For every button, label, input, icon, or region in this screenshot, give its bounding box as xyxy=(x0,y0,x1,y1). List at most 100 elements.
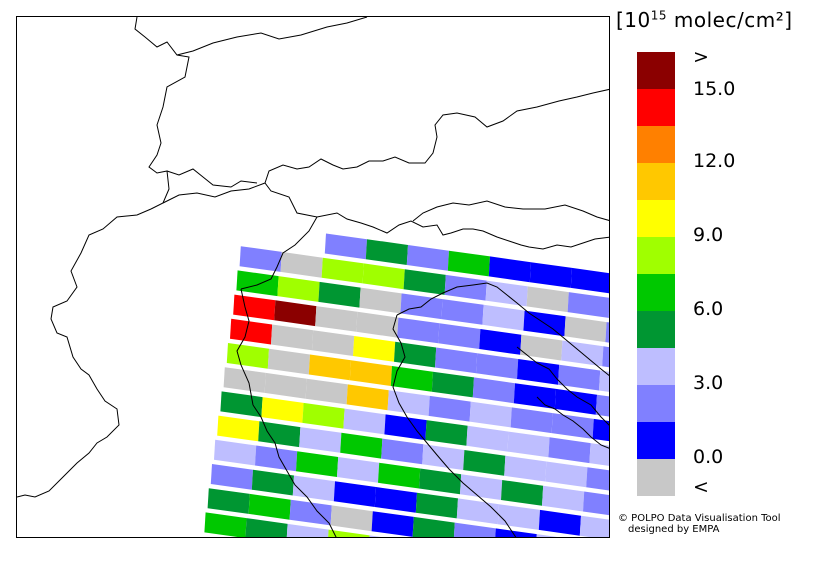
swath-pixel xyxy=(318,281,361,308)
swath-pixel xyxy=(415,492,458,519)
swath-pixel xyxy=(453,522,496,537)
swath-pixel xyxy=(346,384,389,411)
swath-pixel xyxy=(592,418,609,442)
legend-swatch xyxy=(637,274,675,311)
swath-pixel xyxy=(599,370,609,392)
swath-pixel xyxy=(586,467,609,491)
swath-pixel xyxy=(579,515,609,537)
swath-pixel xyxy=(305,378,348,405)
swath-pixel xyxy=(495,528,537,537)
coastline xyxy=(396,282,609,377)
swath-pixel xyxy=(271,324,314,351)
swath-pixel xyxy=(277,276,320,302)
swath-pixel xyxy=(353,336,396,362)
swath-pixel xyxy=(365,239,408,265)
swath-pixel xyxy=(536,534,558,537)
legend-swatch xyxy=(637,459,675,496)
swath-pixel xyxy=(469,401,512,428)
swath-pixel xyxy=(476,353,519,379)
swath-pixel xyxy=(274,300,317,327)
swath-pixel xyxy=(567,292,609,318)
legend-label: 0.0 xyxy=(693,446,724,468)
swath-pixel xyxy=(369,535,382,537)
coastline xyxy=(236,288,254,406)
legend-label: > xyxy=(693,46,709,68)
swath-pixel xyxy=(236,270,279,297)
legend-label: 6.0 xyxy=(693,298,724,320)
swath-pixel xyxy=(447,250,490,277)
swath-pixel xyxy=(504,455,547,482)
border-line xyxy=(264,88,609,184)
swath-pixel xyxy=(207,488,250,514)
coastline xyxy=(392,314,517,537)
swath-pixel xyxy=(328,529,370,537)
swath-pixel xyxy=(554,388,597,415)
swath-pixel xyxy=(428,395,471,422)
legend-label: 3.0 xyxy=(693,372,724,394)
border-line xyxy=(166,168,258,188)
swath-pixel xyxy=(602,346,609,368)
swath-pixel xyxy=(315,306,358,332)
swath-pixel xyxy=(558,364,601,391)
swath-pixel xyxy=(507,431,550,458)
swath-pixel xyxy=(267,348,310,375)
swath-pixel xyxy=(233,294,276,321)
swath-pixel xyxy=(264,372,307,399)
swath-pixel xyxy=(510,407,553,434)
swath-pixel xyxy=(456,498,499,525)
legend-swatch xyxy=(637,385,675,422)
swath-pixel xyxy=(245,518,288,537)
legend-swatch xyxy=(637,237,675,274)
swath-pixel xyxy=(403,269,446,295)
swath-pixel xyxy=(308,354,351,381)
swath-pixel xyxy=(324,233,367,260)
swath-pixel xyxy=(258,421,301,448)
swath-pixel xyxy=(296,451,339,477)
swath-pixel xyxy=(217,415,260,442)
swath-pixel xyxy=(239,246,282,272)
legend-swatch xyxy=(637,52,675,89)
swath-pixel xyxy=(425,420,468,446)
swath-pixel xyxy=(463,450,506,476)
swath-pixel xyxy=(412,516,455,537)
legend-swatch xyxy=(637,126,675,163)
swath-pixel xyxy=(479,329,522,355)
legend-swatch xyxy=(637,311,675,348)
swath-pixel xyxy=(517,359,560,385)
swath-pixel xyxy=(214,439,257,466)
swath-pixel xyxy=(340,432,383,459)
swath-pixel xyxy=(387,390,430,416)
swath-pixel xyxy=(362,263,405,290)
swath-pixel xyxy=(292,475,335,502)
legend-label: 15.0 xyxy=(693,78,736,100)
border-layer xyxy=(17,17,609,537)
border-line xyxy=(412,200,609,222)
swath-pixel xyxy=(605,322,609,343)
swath-pixel xyxy=(538,509,581,536)
swath-pixel xyxy=(349,360,392,386)
swath-pixel xyxy=(261,397,304,423)
credit-line: designed by EMPA xyxy=(628,524,720,535)
swath-pixel xyxy=(397,317,440,344)
swath-pixel xyxy=(226,343,269,369)
swath-pixel xyxy=(374,487,417,513)
border-line xyxy=(134,17,190,210)
swath-pixel xyxy=(466,425,509,452)
swath-pixel xyxy=(220,391,263,418)
border-line xyxy=(240,216,318,290)
swath-pixel xyxy=(526,286,569,313)
swath-pixel xyxy=(441,299,484,325)
swath-pixel xyxy=(497,504,540,530)
border-line xyxy=(17,208,152,498)
border-line xyxy=(162,182,609,250)
legend-swatch xyxy=(637,200,675,237)
swath-pixel xyxy=(529,262,572,288)
swath-pixel xyxy=(230,318,273,345)
swath-pixel xyxy=(422,444,465,470)
map-canvas xyxy=(17,17,609,537)
swath-pixel xyxy=(406,245,449,271)
swath-pixel xyxy=(394,341,437,368)
swath-pixel xyxy=(286,523,329,537)
swath-pixel xyxy=(608,311,609,318)
unit-label: [1015 molec/cm²] xyxy=(616,8,793,32)
